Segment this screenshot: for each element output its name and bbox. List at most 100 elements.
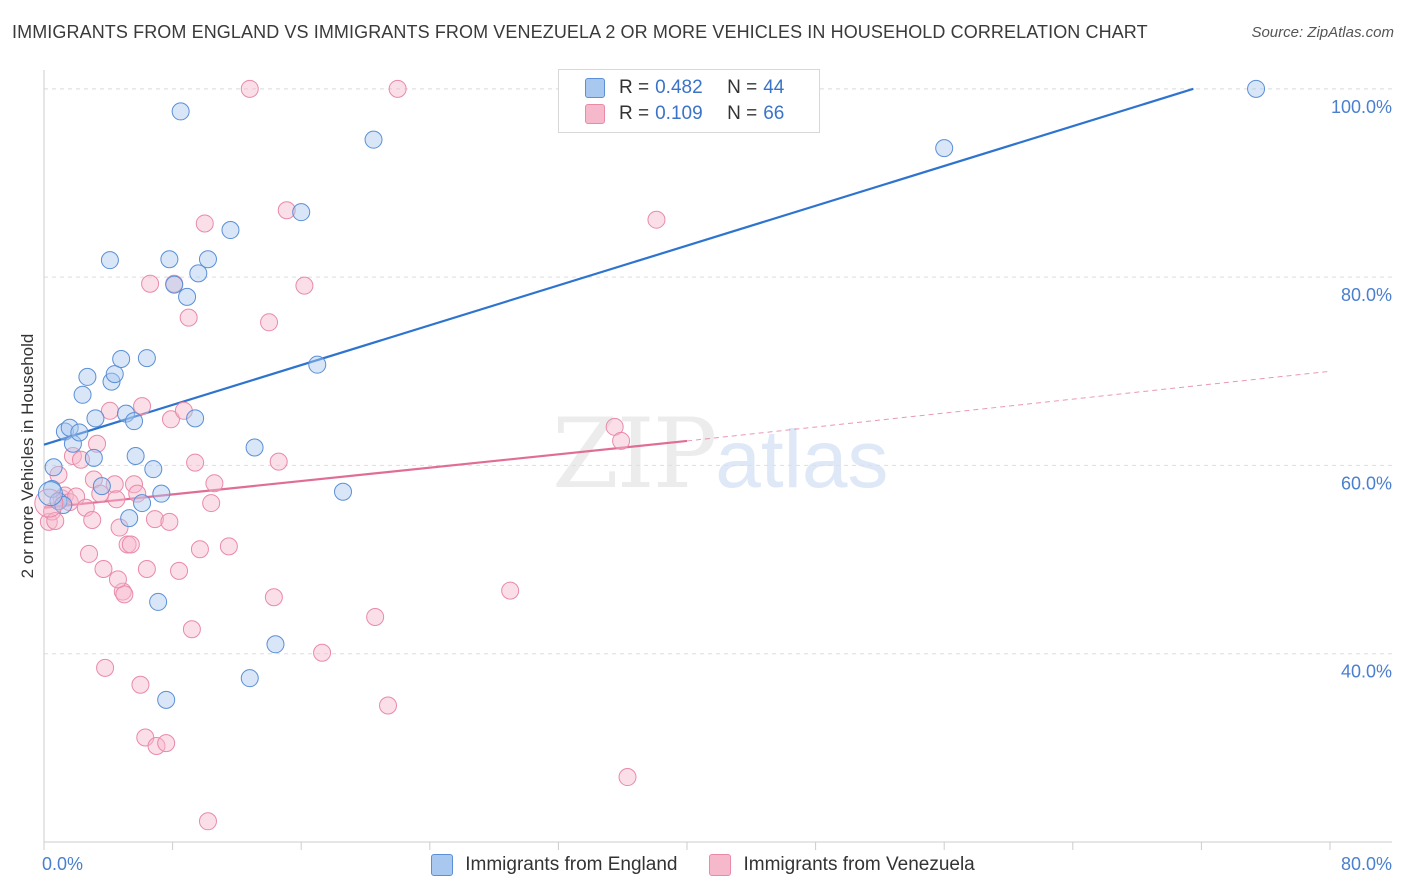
point-england (165, 275, 184, 294)
x-axis-ticks (43, 842, 1331, 850)
point-venezuela (186, 453, 205, 472)
point-england (84, 448, 103, 467)
point-england (157, 690, 176, 709)
point-cluster-england (37, 481, 63, 507)
point-venezuela (205, 474, 224, 493)
series-legend-venezuela: Immigrants from Venezuela (709, 854, 975, 876)
legend-venezuela-n-label: N = (727, 103, 758, 124)
point-venezuela (83, 511, 102, 530)
x-tick-label: 80.0% (1341, 854, 1392, 874)
point-venezuela (107, 490, 126, 509)
trend-line-venezuela (43, 439, 688, 509)
point-england (86, 409, 105, 428)
point-venezuela (110, 518, 129, 537)
y-tick-label: 60.0% (1341, 473, 1392, 493)
legend-venezuela-n-value: 66 (763, 103, 785, 124)
legend-venezuela-r-value: 0.109 (655, 103, 703, 124)
point-venezuela (647, 210, 666, 229)
legend-england-r-label: R = (619, 77, 650, 98)
point-england (171, 102, 190, 121)
source-label: Source: ZipAtlas.com (1251, 24, 1394, 41)
point-venezuela (88, 434, 107, 453)
point-england (308, 355, 327, 374)
point-venezuela (379, 696, 398, 715)
point-venezuela (131, 675, 150, 694)
point-venezuela (96, 658, 115, 677)
point-england (125, 412, 144, 431)
data-points (34, 79, 1266, 831)
point-england (245, 438, 264, 457)
point-venezuela (388, 79, 407, 98)
point-venezuela (240, 79, 259, 98)
point-england (1247, 79, 1266, 98)
point-england (333, 482, 352, 501)
y-tick-label: 40.0% (1341, 662, 1392, 682)
point-venezuela (160, 512, 179, 531)
point-england (160, 250, 179, 269)
point-venezuela (137, 559, 156, 578)
point-england (70, 423, 89, 442)
point-venezuela (141, 274, 160, 293)
correlation-legend: R = 0.482 N = 44 R = 0.109 N = 66 (558, 69, 820, 133)
point-venezuela (91, 484, 110, 503)
point-england (100, 251, 119, 270)
point-venezuela (202, 494, 221, 513)
legend-venezuela-r-label: R = (619, 103, 650, 124)
point-england (137, 349, 156, 368)
point-venezuela (161, 410, 180, 429)
series-label-venezuela: Immigrants from Venezuela (743, 854, 975, 875)
watermark-zip: ZIP (552, 398, 717, 510)
trend-line-venezuela-extension (686, 370, 1331, 442)
point-venezuela (108, 570, 127, 589)
point-venezuela (295, 276, 314, 295)
point-venezuela (190, 540, 209, 559)
point-england (112, 350, 131, 369)
point-venezuela (501, 581, 520, 600)
point-england (63, 434, 82, 453)
point-england (149, 592, 168, 611)
point-venezuela (94, 559, 113, 578)
y-tick-label: 80.0% (1341, 285, 1392, 305)
point-england (186, 409, 205, 428)
point-venezuela (125, 475, 144, 494)
point-england (240, 669, 259, 688)
point-england (126, 447, 145, 465)
x-tick-label: 0.0% (42, 854, 83, 874)
point-venezuela (219, 537, 238, 556)
point-england (133, 494, 152, 513)
point-venezuela (612, 431, 631, 450)
point-venezuela (174, 401, 193, 420)
watermark-atlas: atlas (715, 414, 889, 505)
point-england (105, 365, 124, 384)
point-venezuela (198, 812, 217, 831)
point-venezuela (260, 313, 279, 332)
point-venezuela (115, 585, 134, 604)
grid-lines (43, 70, 1392, 843)
point-venezuela (269, 452, 288, 471)
legend-england-n-label: N = (727, 77, 758, 98)
point-venezuela (313, 643, 332, 662)
series-legend-england: Immigrants from England (431, 854, 677, 876)
point-venezuela (195, 214, 214, 233)
series-label-england: Immigrants from England (465, 854, 678, 875)
y-tick-label: 100.0% (1331, 97, 1392, 117)
point-england (198, 250, 217, 269)
point-england (44, 458, 63, 477)
point-venezuela (39, 512, 58, 531)
point-england (152, 484, 171, 503)
point-venezuela (179, 308, 198, 327)
series-swatch-venezuela (709, 854, 732, 876)
point-england (73, 385, 92, 404)
point-england (364, 130, 383, 149)
trend-line-england (43, 87, 1194, 446)
point-england (292, 203, 311, 222)
series-legend: Immigrants from England Immigrants from … (0, 852, 1406, 878)
legend-england-n-value: 44 (763, 77, 785, 98)
point-england (221, 221, 240, 240)
legend-england-r-value: 0.482 (655, 77, 703, 98)
legend-row-venezuela: R = 0.109 N = 66 (585, 101, 784, 127)
point-venezuela (182, 620, 201, 639)
zipatlas-watermark: ZIPatlas (552, 398, 888, 510)
point-england (189, 264, 208, 283)
